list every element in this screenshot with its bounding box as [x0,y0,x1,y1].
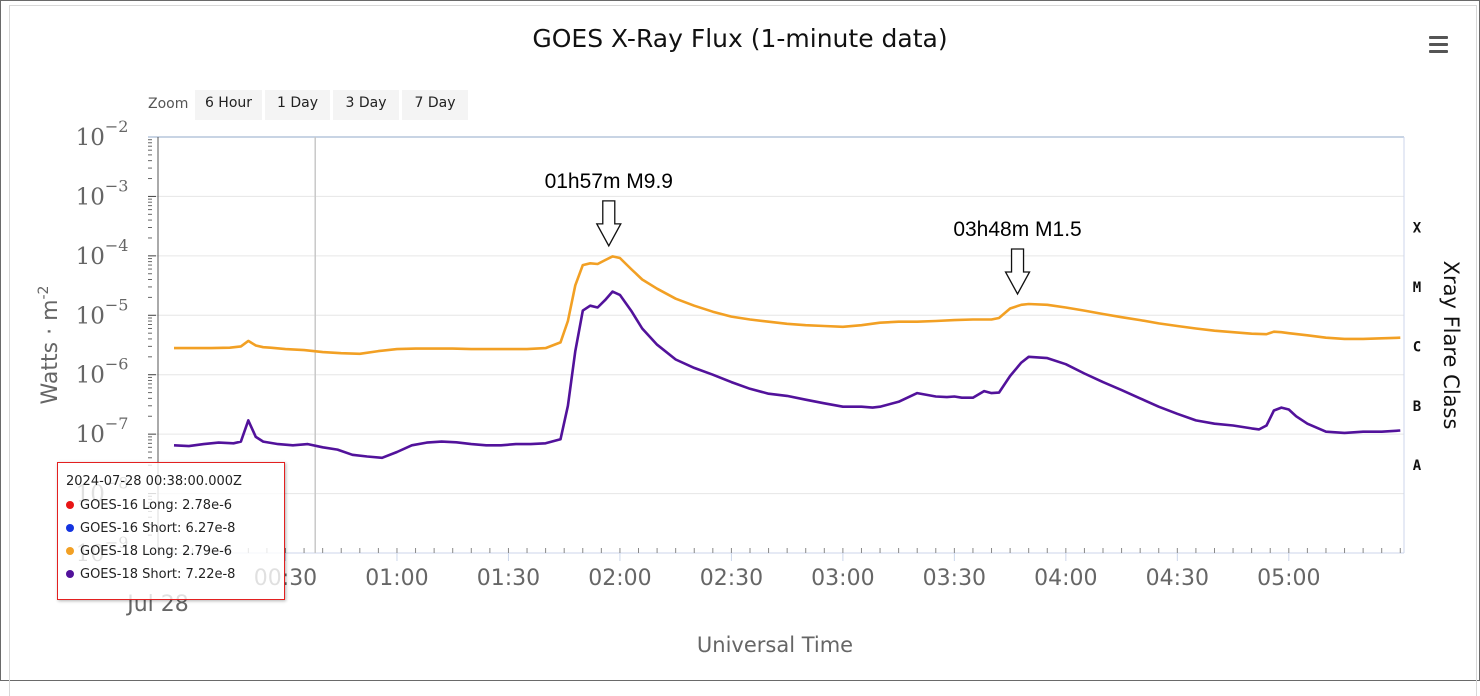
flare-class-label: X [1413,221,1422,237]
hamburger-icon [1429,36,1448,39]
hamburger-icon-bar [1429,50,1448,53]
x-tick-label: 01:30 [477,566,540,591]
y-tick-exponent: −7 [105,414,129,433]
tooltip-row-goes16-long: GOES-16 Long: 2.78e-6 [66,498,232,513]
flare-class-label: M [1413,280,1421,296]
x-axis-title: Universal Time [697,633,853,657]
down-arrow-icon [595,200,622,248]
tooltip-series-name: GOES-16 Short [80,521,178,536]
zoom-label: Zoom [148,96,189,112]
right-axis-title: Xray Flare Class [1439,261,1463,430]
y-axis-title-exponent: -2 [36,286,52,300]
tooltip-series-name: GOES-18 Long [80,544,174,559]
y-tick-exponent: −2 [105,117,129,136]
chart-panel-border [9,5,1477,696]
zoom-6-hour-button[interactable]: 6 Hour [195,90,262,120]
y-tick-exponent: −4 [105,236,129,255]
x-tick-label: 04:00 [1034,566,1097,591]
x-tick-label: 02:00 [588,566,651,591]
y-tick-label: 10−7 [76,414,129,448]
series-dot-icon [66,547,74,555]
y-tick-label: 10−2 [76,117,129,151]
y-tick-label: 10−5 [76,295,129,329]
flare-class-label: B [1413,399,1421,415]
tooltip-series-value: : 2.79e-6 [173,544,233,559]
xray-flux-chart[interactable]: 10−210−310−410−510−610−710−810−900:3001:… [0,0,1480,681]
x-tick-label: 05:00 [1257,566,1320,591]
tooltip-row-goes16-short: GOES-16 Short: 6.27e-8 [66,521,235,536]
tooltip-series-name: GOES-16 Long [80,498,174,513]
series-dot-icon [66,524,74,532]
y-axis-title: Watts · m-2 [36,286,63,405]
tooltip-series-value: : 2.78e-6 [173,498,233,513]
y-tick-label: 10−6 [76,355,129,389]
tooltip-timestamp: 2024-07-28 00:38:00.000Z [66,474,242,489]
chart-title: GOES X-Ray Flux (1-minute data) [532,24,948,53]
x-tick-label: 02:30 [700,566,763,591]
x-tick-label: 03:00 [811,566,874,591]
x-tick-label: 01:00 [365,566,428,591]
y-tick-label: 10−4 [76,236,129,270]
tooltip-row-goes18-long: GOES-18 Long: 2.79e-6 [66,544,232,559]
flare-annotation-label: 03h48m M1.5 [953,218,1081,241]
zoom-3-day-button[interactable]: 3 Day [333,90,399,120]
series-dot-icon [66,501,74,509]
zoom-7-day-button[interactable]: 7 Day [402,90,468,120]
flare-annotation-label: 01h57m M9.9 [545,170,673,193]
series-line-goes-18-short [173,290,1401,460]
x-tick-label: 03:30 [923,566,986,591]
y-tick-label: 10−3 [76,176,129,210]
flare-class-label: C [1413,339,1421,355]
hamburger-icon-bar [1429,43,1448,46]
tooltip-row-goes18-short: GOES-18 Short: 7.22e-8 [66,567,235,582]
zoom-1-day-button[interactable]: 1 Day [265,90,330,120]
x-tick-label: 04:30 [1146,566,1209,591]
tooltip-series-value: : 6.27e-8 [177,521,236,536]
tooltip-series-name: GOES-18 Short [80,567,178,582]
series-dot-icon [66,570,74,578]
chart-menu-button[interactable] [1426,33,1452,55]
tooltip-series-value: : 7.22e-8 [177,567,236,582]
flare-class-label: A [1413,458,1422,474]
y-tick-exponent: −3 [105,176,129,195]
y-tick-exponent: −6 [105,355,129,374]
y-tick-exponent: −5 [105,295,129,314]
tooltip: 2024-07-28 00:38:00.000Z GOES-16 Long: 2… [57,462,285,600]
down-arrow-icon [1004,248,1031,296]
series-line-goes-18-long [174,255,1401,356]
